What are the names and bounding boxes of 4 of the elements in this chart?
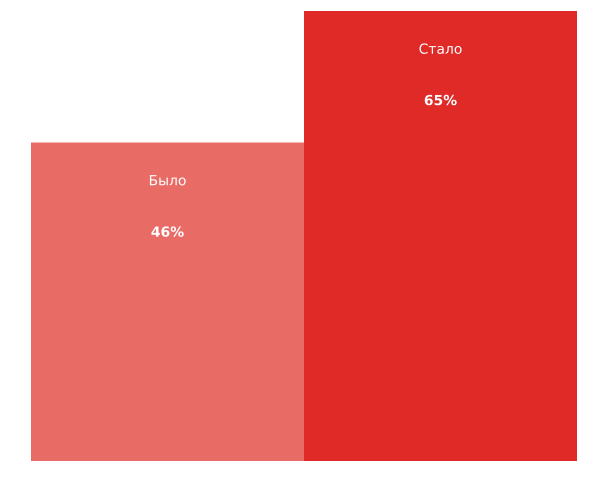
data-label: 65% [424,94,457,106]
x-tick-label: Стало [419,43,462,54]
data-label: 46% [152,226,184,237]
x-tick-label: Было [150,175,186,186]
